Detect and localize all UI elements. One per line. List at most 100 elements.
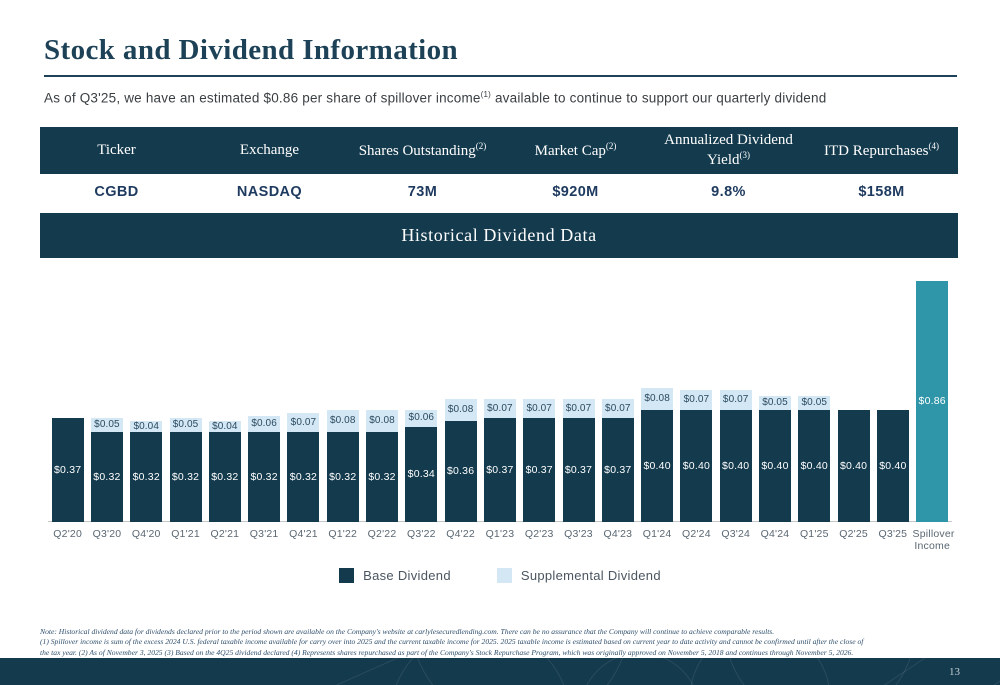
bar-segment-supplemental: $0.05 (798, 396, 831, 410)
legend-swatch (496, 568, 512, 583)
bar-value-label: $0.08 (369, 415, 395, 427)
table-header-cell: Shares Outstanding(2) (358, 140, 487, 159)
table-value-cell: $158M (858, 184, 905, 201)
subtitle-text: As of Q3'25, we have an estimated $0.86 … (44, 90, 481, 106)
bar-value-label: $0.40 (722, 459, 750, 472)
category-label: Q3'24 (721, 528, 751, 540)
bar-segment-base: $0.32 (287, 432, 320, 522)
table-value-cell: 9.8% (711, 184, 746, 201)
bar-stack: $0.06 $0.34 (405, 410, 438, 522)
bar-stack: $0.08 $0.40 (641, 387, 674, 522)
bar-segment-supplemental: $0.04 (208, 421, 241, 433)
chart-columns: $0.37 Q2'20 $0.05 $0.32 Q3'20 $0.04 $0.32 Q4'20… (48, 264, 955, 556)
category-label: Q2'25 (839, 528, 868, 540)
subtitle: As of Q3'25, we have an estimated $0.86 … (44, 90, 826, 106)
bar-value-label: $0.05 (762, 397, 788, 408)
bar-value-label: $0.37 (604, 463, 632, 476)
bar-value-label: $0.07 (290, 416, 317, 428)
bar-stack: $0.04 $0.32 (208, 421, 241, 522)
legend-item: Supplemental Dividend (496, 568, 661, 583)
table-value-cell: NASDAQ (236, 184, 303, 201)
category-label: Q2'20 (53, 528, 82, 540)
bar-stack: $0.05 $0.40 (798, 396, 831, 522)
bar-stack: $0.06 $0.32 (248, 415, 281, 522)
category-label: Q2'23 (524, 528, 554, 540)
category-label: Q2'24 (682, 528, 711, 540)
category-label: Q2'22 (367, 528, 397, 540)
bar-segment-supplemental: $0.07 (562, 398, 595, 419)
bar-segment-supplemental: $0.07 (483, 398, 516, 419)
chart-column: $0.07 $0.32 Q4'21 (284, 264, 323, 556)
summary-table: Ticker Exchange Shares Outstanding(2) Marke… (40, 127, 958, 209)
bar-value-label: $0.07 (565, 402, 592, 414)
bar-segment-base: $0.32 (130, 432, 163, 522)
bar-segment-base: $0.37 (562, 418, 595, 522)
table-value-row: CGBD NASDAQ 73M $920M 9.8% $158M (40, 174, 958, 209)
category-label: Q1'21 (171, 528, 200, 540)
bar-value-label: $0.05 (94, 419, 120, 431)
bar-value-label: $0.37 (564, 463, 593, 476)
bar-value-label: $0.37 (525, 463, 553, 476)
bar-segment-base: $0.37 (523, 418, 556, 522)
legend-swatch (339, 568, 355, 583)
decorative-arcs (335, 658, 1000, 685)
category-label: Q3'21 (249, 528, 279, 540)
bar-value-label: $0.40 (643, 459, 671, 472)
bar-segment-base: $0.32 (90, 432, 123, 522)
category-label: Q1'24 (642, 528, 672, 540)
bar-value-label: $0.07 (487, 402, 513, 414)
bar-value-label: $0.08 (329, 415, 356, 427)
bar-segment-base: $0.40 (758, 410, 791, 522)
chart-column: $0.40 Q3'25 (873, 264, 912, 556)
bar-stack: $0.08 $0.36 (444, 398, 477, 522)
chart-column: $0.40 Q2'25 (834, 264, 873, 556)
category-label: Q1'23 (485, 528, 515, 540)
bar-segment-base: $0.32 (208, 432, 241, 522)
bar-stack: $0.08 $0.32 (366, 410, 399, 522)
category-label: Q4'22 (446, 528, 475, 540)
bar-value-label: $0.36 (446, 465, 475, 478)
category-label: Q4'20 (131, 528, 161, 540)
chart-column: $0.08 $0.36 Q4'22 (441, 264, 480, 556)
legend-item: Base Dividend (339, 568, 451, 583)
bar-segment-supplemental: $0.08 (326, 410, 359, 433)
category-label: Spillover Income (912, 528, 955, 553)
bar-value-label: $0.32 (329, 470, 357, 483)
bar-segment-supplemental: $0.05 (169, 418, 202, 433)
bar-stack: $0.08 $0.32 (326, 410, 359, 522)
subtitle-footnote-marker: (1) (480, 90, 492, 99)
chart-column: $0.07 $0.37 Q4'23 (598, 264, 637, 556)
bar-value-label: $0.07 (722, 394, 749, 406)
bar-value-label: $0.86 (918, 395, 946, 408)
chart-column: $0.04 $0.32 Q2'21 (205, 264, 244, 556)
bar-value-label: $0.32 (289, 470, 318, 483)
bar-segment-base: $0.40 (876, 410, 909, 522)
bar-segment-base: $0.32 (326, 432, 359, 522)
bar-value-label: $0.40 (839, 459, 868, 472)
bar-value-label: $0.32 (93, 470, 121, 483)
bar-segment-supplemental: $0.06 (248, 415, 281, 433)
table-header-cell: Market Cap(2) (534, 140, 617, 159)
bar-value-label: $0.06 (251, 418, 277, 429)
bar-value-label: $0.07 (683, 394, 710, 406)
chart-column: $0.05 $0.32 Q3'20 (87, 264, 126, 556)
bar-segment-supplemental: $0.08 (641, 387, 674, 410)
chart-column: $0.37 Q2'20 (48, 264, 87, 556)
bar-segment-base: $0.37 (483, 418, 516, 522)
chart-column: $0.08 $0.32 Q2'22 (362, 264, 401, 556)
bar-value-label: $0.32 (250, 470, 278, 483)
footnote-line: Note: Historical dividend data for divid… (40, 627, 775, 636)
bar-segment-supplemental: $0.07 (601, 398, 634, 419)
table-value-cell: CGBD (94, 184, 139, 201)
bar-value-label: $0.40 (800, 459, 828, 472)
bar-value-label: $0.08 (644, 392, 670, 404)
page-title: Stock and Dividend Information (44, 34, 459, 66)
bar-segment-base: $0.37 (51, 418, 84, 522)
page-number: 13 (949, 665, 960, 678)
subtitle-text-cont: available to continue to support our qua… (491, 90, 827, 106)
bar-value-label: $0.32 (171, 470, 200, 483)
bar-segment-base: $0.40 (837, 410, 870, 522)
footnote-line: (1) Spillover income is sum of the exces… (40, 637, 864, 647)
legend-label: Base Dividend (363, 568, 451, 583)
